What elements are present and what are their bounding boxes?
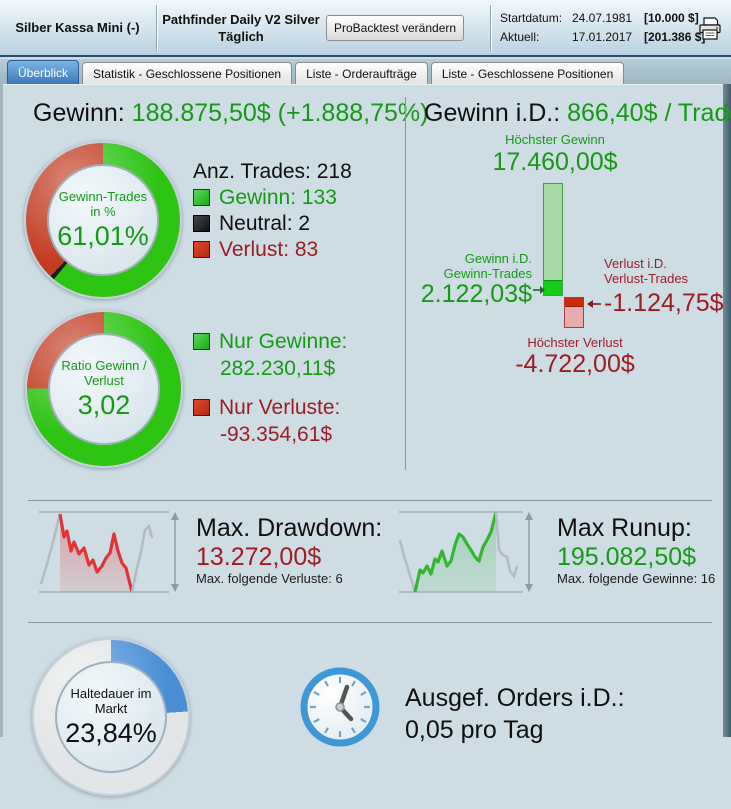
ratio-donut-chart: Ratio Gewinn / Verlust 3,02 [25,310,183,468]
nur-verluste-label: Nur Verluste: [219,396,341,419]
green-square-icon [193,189,210,206]
legend-verlust-label: Verlust: 83 [219,238,319,261]
haltedauer-donut-chart: Haltedauer im Markt 23,84% [32,638,190,796]
runup-sparkline [395,504,541,601]
vertical-separator [405,97,406,470]
strategy-name: Pathfinder Daily V2 Silver [162,11,320,27]
arrow-right-icon [533,283,545,301]
nur-stats: Nur Gewinne: 282.230,11$ Nur Verluste: -… [193,328,347,448]
start-capital: [10.000 $] [644,11,699,25]
tab-bar: Überblick Statistik - Geschlossene Posit… [0,59,731,84]
gewinn-heading: Gewinn: 188.875,50$ (+1.888,75%) [33,99,428,128]
nur-gewinne-label: Nur Gewinne: [219,330,348,353]
trades-total: Anz. Trades: 218 [193,160,352,183]
drawdown-sparkline [35,504,181,601]
current-date-row: Aktuell: 17.01.2017 [201.386 $] [500,30,705,44]
tab-liste-orderauftraege[interactable]: Liste - Orderaufträge [295,62,428,84]
verlust-id-line2: Verlust-Trades [604,271,689,286]
donut-center: Ratio Gewinn / Verlust 3,02 [48,333,160,445]
max-runup-title: Max Runup: [557,514,692,542]
donut-value: 23,84% [65,717,157,748]
trades-stats: Anz. Trades: 218 Gewinn: 133 Neutral: 2 … [193,159,352,263]
hoechster-gewinn-value: 17.460,00$ [492,148,618,176]
nur-verluste-value: -93.354,61$ [220,423,333,446]
verlust-bar [564,297,584,328]
probacktest-button[interactable]: ProBacktest verändern [326,15,464,41]
legend-gewinn-label: Gewinn: 133 [219,186,337,209]
start-date-row: Startdatum: 24.07.1981 [10.000 $] [500,11,705,25]
clock-icon [299,666,381,748]
gewinn-label: Gewinn: [33,99,125,127]
donut-value: 61,01% [57,220,149,251]
strategy-title: Pathfinder Daily V2 Silver Täglich [158,0,324,55]
verlust-id-avg-value: -1.124,75$ [604,289,724,317]
legend-neutral: Neutral: 2 [193,211,352,237]
gewinn-id-heading: Gewinn i.D.: 866,40$ / Trade [424,99,731,128]
legend-verlust: Verlust: 83 [193,237,352,263]
max-runup-value: 195.082,50$ [557,543,697,571]
donut-center: Haltedauer im Markt 23,84% [55,661,167,773]
donut-label: Gewinn-Trades in % [58,188,148,219]
dark-square-icon [193,215,210,232]
gewinn-id-segment [544,280,562,295]
hoechster-verlust-value: -4.722,00$ [515,350,635,378]
hoechster-verlust-label: Höchster Verlust [527,335,623,350]
header-bar: Silber Kassa Mini (-) Pathfinder Daily V… [0,0,731,57]
strategy-timeframe: Täglich [218,28,264,44]
legend-neutral-label: Neutral: 2 [219,212,311,235]
orders-value: 0,05 pro Tag [405,716,544,744]
verlust-id-segment [565,298,583,307]
header-divider [156,5,157,51]
hoechster-gewinn-label: Höchster Gewinn [505,132,605,147]
arrow-left-icon [587,297,601,315]
red-square-icon [193,399,210,416]
start-date-value: 24.07.1981 [572,11,633,25]
gewinn-id-line1: Gewinn i.D. [464,251,532,266]
gewinn-value: 188.875,50$ (+1.888,75%) [131,99,429,127]
instrument-title: Silber Kassa Mini (-) [15,20,140,35]
donut-value: 3,02 [77,389,131,420]
verlust-id-line1: Verlust i.D. [604,256,667,271]
max-folgende-gewinne: Max. folgende Gewinne: 16 [557,571,716,586]
max-folgende-verluste: Max. folgende Verluste: 6 [196,571,343,586]
printer-icon[interactable] [696,15,724,43]
tab-liste-geschlossene-positionen[interactable]: Liste - Geschlossene Positionen [430,62,625,84]
green-square-icon [193,333,210,350]
max-drawdown-value: 13.272,00$ [196,543,322,571]
nur-verluste-row: Nur Verluste: [193,394,347,421]
donut-center: Gewinn-Trades in % 61,01% [47,164,159,276]
horizontal-separator [28,500,712,501]
gewinn-id-line2: Gewinn-Trades [443,266,532,281]
current-date-value: 17.01.2017 [572,30,633,44]
header-divider [490,5,491,51]
horizontal-separator [28,622,712,623]
tab-ueberblick[interactable]: Überblick [7,60,80,84]
start-date-label: Startdatum: [500,11,563,25]
orders-per-day: Ausgef. Orders i.D.: 0,05 pro Tag [405,682,625,746]
max-drawdown-title: Max. Drawdown: [196,514,383,542]
current-date-label: Aktuell: [500,30,540,44]
gewinn-id-value: 866,40$ / Trade [567,99,731,127]
nur-gewinne-value: 282.230,11$ [220,357,336,380]
date-summary: Startdatum: 24.07.1981 [10.000 $] Aktuel… [500,11,705,49]
red-square-icon [193,241,210,258]
panel-left-edge [0,84,3,737]
nur-gewinne-row: Nur Gewinne: [193,328,347,355]
donut-label: Ratio Gewinn / Verlust [61,357,147,388]
tab-statistik-geschlossene-positionen[interactable]: Statistik - Geschlossene Positionen [82,62,293,84]
gewinn-trades-donut-chart: Gewinn-Trades in % 61,01% [24,141,182,299]
current-capital: [201.386 $] [644,30,706,44]
donut-label: Haltedauer im Markt [70,685,152,716]
orders-label: Ausgef. Orders i.D.: [405,684,625,712]
legend-gewinn: Gewinn: 133 [193,185,352,211]
gewinn-id-label: Gewinn i.D.: [424,99,561,127]
gewinn-bar [543,183,563,296]
gewinn-id-avg-value: 2.122,03$ [420,280,532,308]
panel-right-edge [723,84,731,737]
